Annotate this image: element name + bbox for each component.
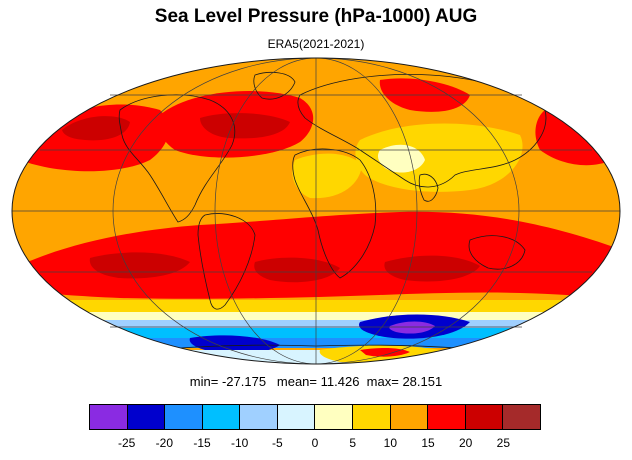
colorbar-labels: -25 -20 -15 -10 -5 0 5 10 15 20 25 [89, 436, 541, 452]
colorbar-swatch [240, 405, 278, 429]
colorbar-swatch [127, 405, 166, 429]
mean-value: 11.426 [320, 374, 360, 389]
colorbar-tick-label: -15 [193, 436, 211, 450]
colorbar [89, 404, 541, 430]
north-pacific-core [62, 116, 130, 141]
coast-south-america [197, 213, 256, 310]
antarctic-high-core [360, 347, 410, 357]
south-atlantic-core [254, 257, 340, 283]
map-subtitle: ERA5(2021-2021) [267, 37, 365, 51]
colorbar-swatch [202, 405, 241, 429]
map-title: Sea Level Pressure (hPa-1000) AUG [154, 6, 478, 27]
min-label: min= [189, 374, 219, 389]
antarctic-low-west [189, 335, 280, 354]
sahara-low [292, 153, 362, 199]
colorbar-swatch [465, 405, 504, 429]
min-value: -27.175 [221, 374, 267, 389]
colorbar-swatch [90, 405, 128, 429]
colorbar-tick-label: 10 [383, 436, 398, 450]
colorbar-tick-label: -25 [117, 436, 136, 450]
max-value: 28.151 [402, 374, 443, 389]
coast-eurasia [297, 73, 547, 188]
colorbar-swatch [165, 405, 203, 429]
north-atlantic-core [200, 113, 290, 139]
colorbar-tick-label: 5 [349, 436, 356, 450]
colorbar-tick-label: 15 [421, 436, 435, 450]
coast-greenland [253, 71, 296, 100]
colorbar-tick-label: -5 [271, 436, 283, 450]
coast-india [418, 173, 439, 202]
statistics-line: min= -27.175 mean= 11.426 max= 28.151 [0, 374, 632, 389]
colorbar-tick-label: 20 [458, 436, 473, 450]
asia-heat-low-core [377, 144, 425, 173]
colorbar-swatch [390, 405, 429, 429]
colorbar-tick-label: -20 [155, 436, 173, 450]
max-label: max= [366, 374, 399, 389]
globe-outline [11, 57, 621, 365]
colorbar-tick-label: 0 [311, 436, 319, 450]
north-pacific-east-high [535, 110, 612, 166]
coast-australia [468, 235, 526, 270]
indian-ocean-core [384, 255, 480, 282]
mean-label: mean= [276, 374, 318, 389]
colorbar-swatch [503, 405, 540, 429]
colorbar-swatch [315, 405, 354, 429]
coast-north-america [118, 94, 236, 223]
colorbar-tick-label: 25 [496, 436, 511, 450]
colorbar-swatch [428, 405, 466, 429]
coast-africa [292, 148, 377, 279]
colorbar-swatch [277, 405, 316, 429]
colorbar-tick-label: -10 [230, 436, 249, 450]
antarctic-low-core [389, 321, 435, 334]
colorbar-swatch [353, 405, 391, 429]
